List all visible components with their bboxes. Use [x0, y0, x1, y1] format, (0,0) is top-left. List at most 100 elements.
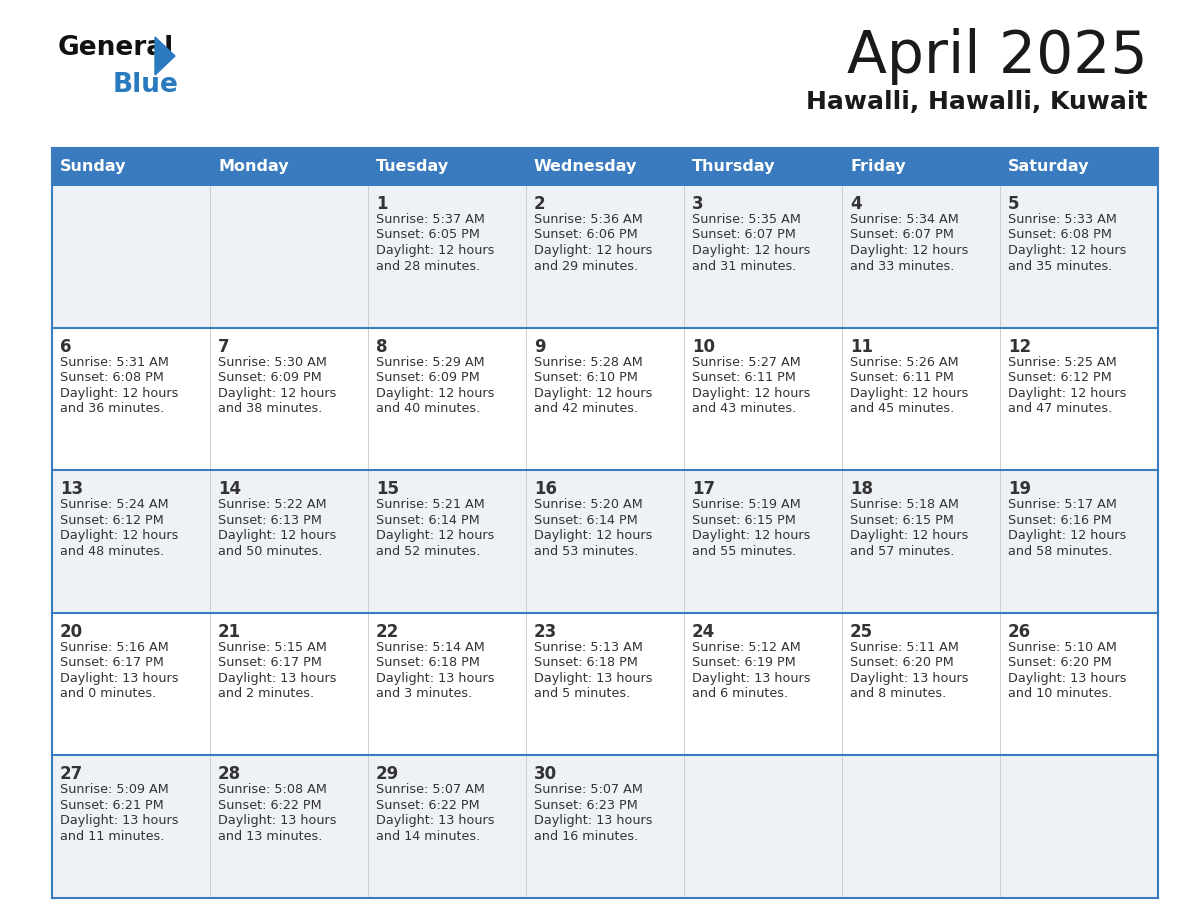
- Text: Sunset: 6:09 PM: Sunset: 6:09 PM: [219, 371, 322, 384]
- Text: Sunrise: 5:37 AM: Sunrise: 5:37 AM: [375, 213, 485, 226]
- Text: 15: 15: [375, 480, 399, 498]
- Text: Daylight: 13 hours: Daylight: 13 hours: [533, 672, 652, 685]
- Text: Sunset: 6:15 PM: Sunset: 6:15 PM: [691, 514, 796, 527]
- Text: Sunset: 6:11 PM: Sunset: 6:11 PM: [691, 371, 796, 384]
- Text: 21: 21: [219, 622, 241, 641]
- Text: Daylight: 13 hours: Daylight: 13 hours: [219, 814, 336, 827]
- Text: Sunrise: 5:35 AM: Sunrise: 5:35 AM: [691, 213, 801, 226]
- Text: Sunset: 6:11 PM: Sunset: 6:11 PM: [849, 371, 954, 384]
- Bar: [52, 148, 1158, 185]
- Text: Sunrise: 5:10 AM: Sunrise: 5:10 AM: [1007, 641, 1117, 654]
- Text: and 58 minutes.: and 58 minutes.: [1007, 544, 1112, 558]
- Text: Tuesday: Tuesday: [375, 159, 449, 174]
- Text: Sunrise: 5:19 AM: Sunrise: 5:19 AM: [691, 498, 801, 511]
- Text: Daylight: 13 hours: Daylight: 13 hours: [1007, 672, 1126, 685]
- Text: Sunrise: 5:36 AM: Sunrise: 5:36 AM: [533, 213, 643, 226]
- Text: 23: 23: [533, 622, 557, 641]
- Text: Daylight: 13 hours: Daylight: 13 hours: [375, 672, 494, 685]
- Text: and 33 minutes.: and 33 minutes.: [849, 260, 954, 273]
- Text: and 6 minutes.: and 6 minutes.: [691, 688, 788, 700]
- Text: Daylight: 13 hours: Daylight: 13 hours: [375, 814, 494, 827]
- Text: 26: 26: [1007, 622, 1031, 641]
- Text: Sunrise: 5:33 AM: Sunrise: 5:33 AM: [1007, 213, 1117, 226]
- Text: 11: 11: [849, 338, 873, 355]
- Text: Daylight: 12 hours: Daylight: 12 hours: [219, 386, 336, 399]
- Text: Daylight: 12 hours: Daylight: 12 hours: [849, 244, 968, 257]
- Text: Sunset: 6:13 PM: Sunset: 6:13 PM: [219, 514, 322, 527]
- Text: Sunrise: 5:28 AM: Sunrise: 5:28 AM: [533, 355, 643, 369]
- Text: Daylight: 12 hours: Daylight: 12 hours: [375, 386, 494, 399]
- Text: Sunset: 6:10 PM: Sunset: 6:10 PM: [533, 371, 638, 384]
- Text: Sunset: 6:07 PM: Sunset: 6:07 PM: [691, 229, 796, 241]
- Text: Sunrise: 5:31 AM: Sunrise: 5:31 AM: [61, 355, 169, 369]
- Text: and 45 minutes.: and 45 minutes.: [849, 402, 954, 415]
- Text: and 5 minutes.: and 5 minutes.: [533, 688, 631, 700]
- Text: and 38 minutes.: and 38 minutes.: [219, 402, 322, 415]
- Text: 30: 30: [533, 766, 557, 783]
- Text: 8: 8: [375, 338, 387, 355]
- Text: and 42 minutes.: and 42 minutes.: [533, 402, 638, 415]
- Text: Sunrise: 5:08 AM: Sunrise: 5:08 AM: [219, 783, 327, 797]
- Text: Daylight: 12 hours: Daylight: 12 hours: [61, 386, 178, 399]
- Text: Daylight: 13 hours: Daylight: 13 hours: [849, 672, 968, 685]
- Text: Daylight: 12 hours: Daylight: 12 hours: [61, 529, 178, 543]
- Text: Sunset: 6:16 PM: Sunset: 6:16 PM: [1007, 514, 1112, 527]
- Text: and 55 minutes.: and 55 minutes.: [691, 544, 796, 558]
- Text: Sunrise: 5:29 AM: Sunrise: 5:29 AM: [375, 355, 485, 369]
- Text: Sunrise: 5:15 AM: Sunrise: 5:15 AM: [219, 641, 327, 654]
- Text: Sunrise: 5:12 AM: Sunrise: 5:12 AM: [691, 641, 801, 654]
- Text: Sunset: 6:09 PM: Sunset: 6:09 PM: [375, 371, 480, 384]
- Text: 25: 25: [849, 622, 873, 641]
- Bar: [52, 185, 1158, 328]
- Text: Sunset: 6:08 PM: Sunset: 6:08 PM: [1007, 229, 1112, 241]
- Text: 19: 19: [1007, 480, 1031, 498]
- Text: Sunset: 6:18 PM: Sunset: 6:18 PM: [533, 656, 638, 669]
- Text: Sunset: 6:18 PM: Sunset: 6:18 PM: [375, 656, 480, 669]
- Text: Daylight: 13 hours: Daylight: 13 hours: [61, 814, 178, 827]
- Text: Daylight: 13 hours: Daylight: 13 hours: [533, 814, 652, 827]
- Text: Thursday: Thursday: [691, 159, 776, 174]
- Text: Daylight: 12 hours: Daylight: 12 hours: [1007, 244, 1126, 257]
- Text: Daylight: 12 hours: Daylight: 12 hours: [1007, 529, 1126, 543]
- Text: Sunrise: 5:34 AM: Sunrise: 5:34 AM: [849, 213, 959, 226]
- Text: Sunset: 6:20 PM: Sunset: 6:20 PM: [1007, 656, 1112, 669]
- Text: 18: 18: [849, 480, 873, 498]
- Text: and 2 minutes.: and 2 minutes.: [219, 688, 314, 700]
- Text: 3: 3: [691, 195, 703, 213]
- Text: and 13 minutes.: and 13 minutes.: [219, 830, 322, 843]
- Text: Sunrise: 5:21 AM: Sunrise: 5:21 AM: [375, 498, 485, 511]
- Text: 1: 1: [375, 195, 387, 213]
- Text: Daylight: 12 hours: Daylight: 12 hours: [1007, 386, 1126, 399]
- Text: Daylight: 13 hours: Daylight: 13 hours: [61, 672, 178, 685]
- Text: Sunset: 6:14 PM: Sunset: 6:14 PM: [375, 514, 480, 527]
- Text: 12: 12: [1007, 338, 1031, 355]
- Text: Sunset: 6:06 PM: Sunset: 6:06 PM: [533, 229, 638, 241]
- Text: Sunset: 6:20 PM: Sunset: 6:20 PM: [849, 656, 954, 669]
- Text: Daylight: 12 hours: Daylight: 12 hours: [375, 529, 494, 543]
- Text: and 48 minutes.: and 48 minutes.: [61, 544, 164, 558]
- Text: Daylight: 12 hours: Daylight: 12 hours: [691, 529, 810, 543]
- Text: Sunday: Sunday: [61, 159, 126, 174]
- Text: Sunrise: 5:09 AM: Sunrise: 5:09 AM: [61, 783, 169, 797]
- Text: Sunrise: 5:22 AM: Sunrise: 5:22 AM: [219, 498, 327, 511]
- Text: 16: 16: [533, 480, 557, 498]
- Text: Sunrise: 5:20 AM: Sunrise: 5:20 AM: [533, 498, 643, 511]
- Text: Friday: Friday: [849, 159, 905, 174]
- Text: and 10 minutes.: and 10 minutes.: [1007, 688, 1112, 700]
- Text: Saturday: Saturday: [1007, 159, 1089, 174]
- Text: Sunset: 6:17 PM: Sunset: 6:17 PM: [61, 656, 164, 669]
- Text: Sunrise: 5:16 AM: Sunrise: 5:16 AM: [61, 641, 169, 654]
- Text: Sunset: 6:23 PM: Sunset: 6:23 PM: [533, 799, 638, 812]
- Text: and 40 minutes.: and 40 minutes.: [375, 402, 480, 415]
- Bar: [52, 328, 1158, 470]
- Text: Daylight: 12 hours: Daylight: 12 hours: [375, 244, 494, 257]
- Text: Sunset: 6:19 PM: Sunset: 6:19 PM: [691, 656, 796, 669]
- Bar: [52, 613, 1158, 756]
- Text: Sunrise: 5:26 AM: Sunrise: 5:26 AM: [849, 355, 959, 369]
- Text: Sunset: 6:15 PM: Sunset: 6:15 PM: [849, 514, 954, 527]
- Text: and 57 minutes.: and 57 minutes.: [849, 544, 954, 558]
- Text: Daylight: 12 hours: Daylight: 12 hours: [849, 386, 968, 399]
- Text: Daylight: 12 hours: Daylight: 12 hours: [691, 244, 810, 257]
- Text: and 52 minutes.: and 52 minutes.: [375, 544, 480, 558]
- Text: Sunrise: 5:11 AM: Sunrise: 5:11 AM: [849, 641, 959, 654]
